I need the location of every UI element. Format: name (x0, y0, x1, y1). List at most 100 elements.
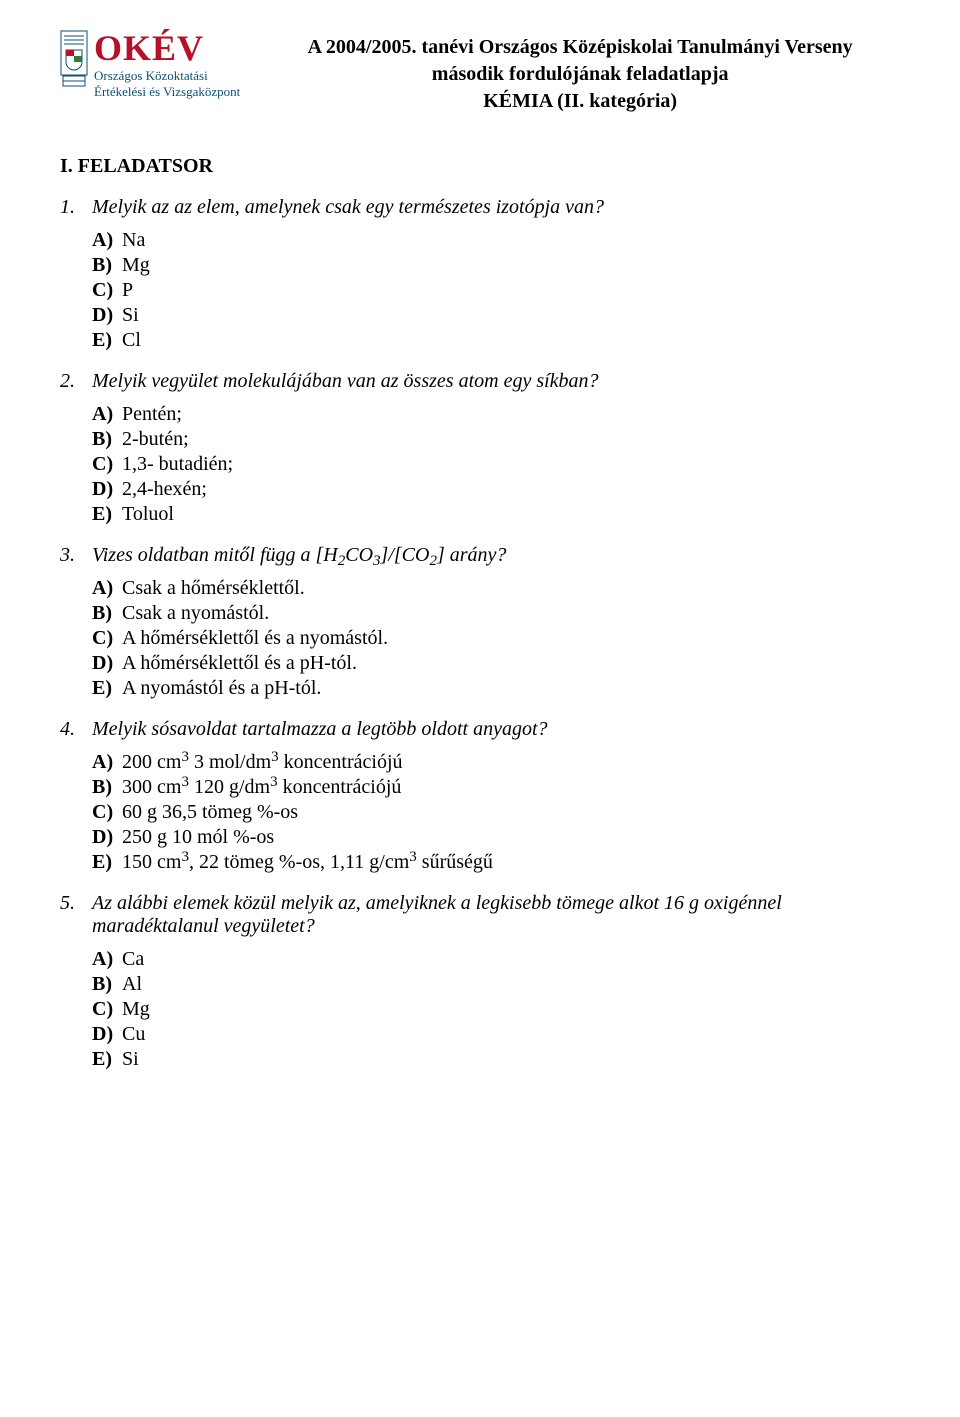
exam-page: OKÉV Országos Közoktatási Értékelési és … (0, 0, 960, 1129)
question-line: 4.Melyik sósavoldat tartalmazza a legtöb… (60, 718, 900, 741)
option-text: Csak a nyomástól. (122, 602, 900, 625)
option-letter: E) (92, 503, 122, 526)
option-text: A nyomástól és a pH-tól. (122, 677, 900, 700)
option-text: 200 cm3 3 mol/dm3 koncentrációjú (122, 751, 900, 774)
option-text: A hőmérséklettől és a nyomástól. (122, 627, 900, 650)
option-letter: B) (92, 428, 122, 451)
option: E)Si (92, 1048, 900, 1071)
option-letter: A) (92, 229, 122, 252)
option-text: Al (122, 973, 900, 996)
question-number: 4. (60, 718, 92, 741)
option: C)60 g 36,5 tömeg %-os (92, 801, 900, 824)
option: B)Mg (92, 254, 900, 277)
option-letter: A) (92, 403, 122, 426)
question-text: Az alábbi elemek közül melyik az, amelyi… (92, 892, 900, 938)
option-text: Na (122, 229, 900, 252)
option-letter: C) (92, 279, 122, 302)
title-line-2: második fordulójának feladatlapja (260, 61, 900, 88)
option: C)1,3- butadién; (92, 453, 900, 476)
option-letter: B) (92, 973, 122, 996)
option-text: P (122, 279, 900, 302)
question-text: Melyik az az elem, amelynek csak egy ter… (92, 196, 900, 219)
logo-brand: OKÉV (94, 30, 240, 66)
option-letter: D) (92, 652, 122, 675)
question-line: 5.Az alábbi elemek közül melyik az, amel… (60, 892, 900, 938)
options-list: A)NaB)MgC)PD)SiE)Cl (92, 229, 900, 352)
option: B)Al (92, 973, 900, 996)
option-text: A hőmérséklettől és a pH-tól. (122, 652, 900, 675)
question-text: Melyik sósavoldat tartalmazza a legtöbb … (92, 718, 900, 741)
option-letter: A) (92, 751, 122, 774)
option: E)A nyomástól és a pH-tól. (92, 677, 900, 700)
option-letter: C) (92, 801, 122, 824)
option-letter: B) (92, 254, 122, 277)
question-number: 2. (60, 370, 92, 393)
option-text: Ca (122, 948, 900, 971)
question: 1.Melyik az az elem, amelynek csak egy t… (60, 196, 900, 352)
option: B)Csak a nyomástól. (92, 602, 900, 625)
option: B)2-butén; (92, 428, 900, 451)
option-text: 250 g 10 mól %-os (122, 826, 900, 849)
option: E)150 cm3, 22 tömeg %-os, 1,11 g/cm3 sűr… (92, 851, 900, 874)
options-list: A)200 cm3 3 mol/dm3 koncentrációjúB)300 … (92, 751, 900, 874)
option-text: Cl (122, 329, 900, 352)
option: E)Toluol (92, 503, 900, 526)
option-text: Csak a hőmérséklettől. (122, 577, 900, 600)
option-letter: D) (92, 1023, 122, 1046)
option: A)Csak a hőmérséklettől. (92, 577, 900, 600)
question-number: 1. (60, 196, 92, 219)
question-text: Melyik vegyület molekulájában van az öss… (92, 370, 900, 393)
title-line-1: A 2004/2005. tanévi Országos Középiskola… (260, 34, 900, 61)
option-text: 2,4-hexén; (122, 478, 900, 501)
question: 5.Az alábbi elemek közül melyik az, amel… (60, 892, 900, 1071)
option-text: Pentén; (122, 403, 900, 426)
logo-text: OKÉV Országos Közoktatási Értékelési és … (94, 30, 240, 99)
option-letter: D) (92, 826, 122, 849)
option-letter: C) (92, 453, 122, 476)
option: B)300 cm3 120 g/dm3 koncentrációjú (92, 776, 900, 799)
options-list: A)Pentén;B)2-butén;C)1,3- butadién;D)2,4… (92, 403, 900, 526)
option-text: Mg (122, 254, 900, 277)
option: C)P (92, 279, 900, 302)
option-text: 2-butén; (122, 428, 900, 451)
question-text: Vizes oldatban mitől függ a [H2CO3]/[CO2… (92, 544, 900, 567)
option-text: 150 cm3, 22 tömeg %-os, 1,11 g/cm3 sűrűs… (122, 851, 900, 874)
question: 3.Vizes oldatban mitől függ a [H2CO3]/[C… (60, 544, 900, 700)
option: D)Cu (92, 1023, 900, 1046)
option: D)2,4-hexén; (92, 478, 900, 501)
option-text: 1,3- butadién; (122, 453, 900, 476)
question: 4.Melyik sósavoldat tartalmazza a legtöb… (60, 718, 900, 874)
option-letter: B) (92, 602, 122, 625)
question-line: 1.Melyik az az elem, amelynek csak egy t… (60, 196, 900, 219)
option-letter: D) (92, 304, 122, 327)
option-text: 60 g 36,5 tömeg %-os (122, 801, 900, 824)
question: 2.Melyik vegyület molekulájában van az ö… (60, 370, 900, 526)
header: OKÉV Országos Közoktatási Értékelési és … (60, 30, 900, 115)
option-letter: E) (92, 851, 122, 874)
option-letter: B) (92, 776, 122, 799)
option-letter: E) (92, 677, 122, 700)
option-letter: E) (92, 1048, 122, 1071)
logo-block: OKÉV Országos Közoktatási Értékelési és … (60, 30, 240, 99)
question-number: 3. (60, 544, 92, 567)
option: D)250 g 10 mól %-os (92, 826, 900, 849)
option-text: Si (122, 1048, 900, 1071)
option-text: 300 cm3 120 g/dm3 koncentrációjú (122, 776, 900, 799)
options-list: A)CaB)AlC)MgD)CuE)Si (92, 948, 900, 1071)
option-letter: A) (92, 577, 122, 600)
option: D)Si (92, 304, 900, 327)
options-list: A)Csak a hőmérséklettől.B)Csak a nyomást… (92, 577, 900, 700)
option-text: Mg (122, 998, 900, 1021)
logo-sub1: Országos Közoktatási (94, 68, 240, 84)
title-block: A 2004/2005. tanévi Országos Középiskola… (260, 34, 900, 115)
question-number: 5. (60, 892, 92, 938)
questions-container: 1.Melyik az az elem, amelynek csak egy t… (60, 196, 900, 1071)
option: E)Cl (92, 329, 900, 352)
title-line-3: KÉMIA (II. kategória) (260, 88, 900, 115)
option-letter: C) (92, 998, 122, 1021)
option: A)200 cm3 3 mol/dm3 koncentrációjú (92, 751, 900, 774)
option-letter: E) (92, 329, 122, 352)
crest-icon (60, 30, 88, 90)
option: D)A hőmérséklettől és a pH-tól. (92, 652, 900, 675)
question-line: 2.Melyik vegyület molekulájában van az ö… (60, 370, 900, 393)
